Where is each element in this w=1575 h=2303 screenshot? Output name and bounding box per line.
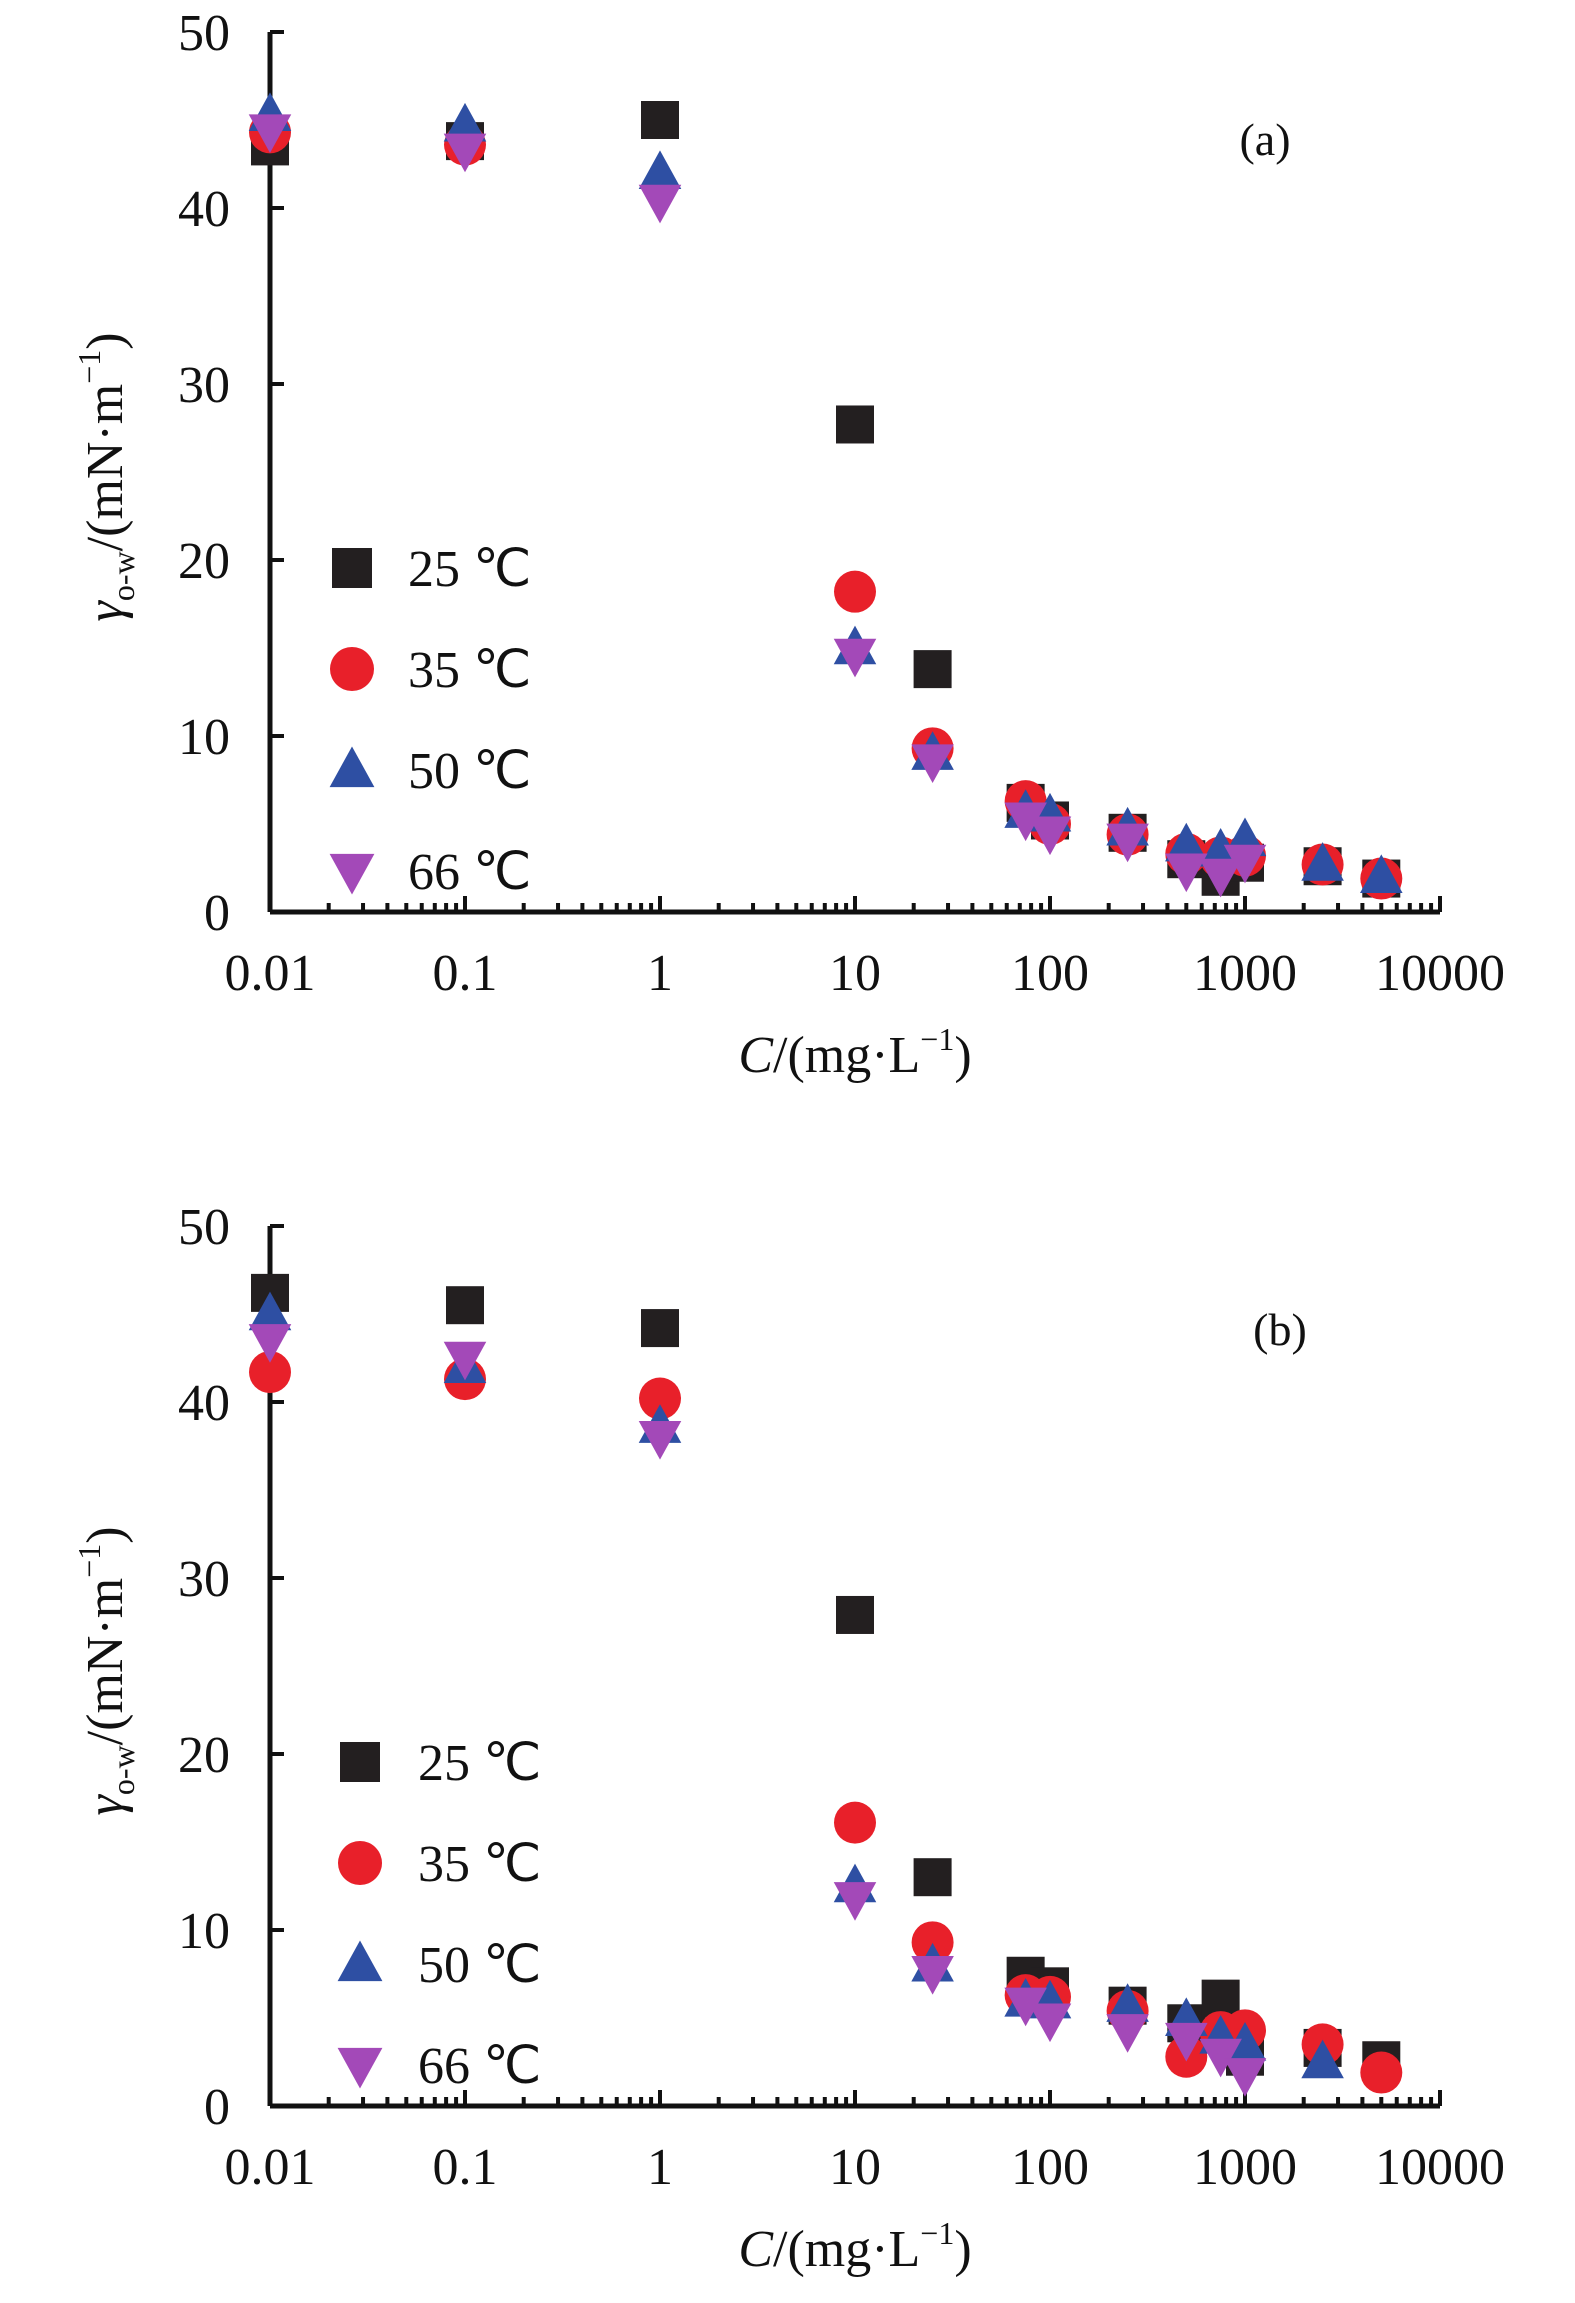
- data-point: [834, 570, 876, 613]
- legend-label: 50 ℃: [408, 743, 531, 800]
- data-point: [248, 114, 292, 153]
- data-point: [1106, 823, 1149, 863]
- panel-label: (b): [1253, 1304, 1307, 1355]
- y-axis-title: γo-w/(mN·m−1): [71, 332, 141, 621]
- y-tick-label: 50: [178, 5, 230, 62]
- legend-marker: [332, 548, 372, 588]
- legend-label: 35 ℃: [408, 642, 531, 699]
- data-point: [249, 1351, 291, 1394]
- panel-a: 0 10 20 30 40 50 0.01 0.1 1 10 100 1000 10000 C/(mg·L…: [71, 5, 1505, 1084]
- data-point: [1199, 858, 1242, 898]
- data-point: [1165, 2022, 1208, 2062]
- x-tick-label: 1: [647, 2139, 673, 2196]
- series-triangle-up: [248, 1291, 1344, 2079]
- data-point: [1028, 2003, 1072, 2043]
- data-point: [913, 1858, 952, 1897]
- legend-label: 66 ℃: [418, 2038, 541, 2095]
- data-point: [911, 1955, 954, 1995]
- legend: 25 ℃ 35 ℃ 50 ℃ 66 ℃: [337, 1735, 541, 2095]
- data-point: [641, 1309, 679, 1348]
- legend-label: 50 ℃: [418, 1937, 541, 1994]
- y-tick-label: 0: [204, 885, 230, 942]
- legend-label: 66 ℃: [408, 844, 531, 901]
- legend-marker: [337, 2047, 383, 2089]
- data-point: [836, 1595, 874, 1634]
- legend-marker: [340, 1742, 380, 1782]
- x-tick-label: 1: [647, 945, 673, 1002]
- data-point: [1360, 2051, 1403, 2094]
- x-tick-label: 10: [829, 945, 881, 1002]
- data-point: [1004, 1987, 1047, 2027]
- data-point: [1106, 2014, 1149, 2053]
- data-point: [1004, 802, 1047, 842]
- data-point: [1199, 2038, 1242, 2078]
- legend-label: 25 ℃: [408, 541, 531, 598]
- x-tick-label: 0.01: [225, 2139, 316, 2196]
- panel-label: (a): [1239, 114, 1290, 165]
- y-tick-label: 40: [178, 181, 230, 238]
- legend-marker: [337, 1940, 383, 1982]
- series-triangle-down: [248, 1324, 1267, 2097]
- y-tick-label: 10: [178, 1903, 230, 1960]
- panel-b: 0 10 20 30 40 50 0.01 0.1 1 10 100 1000 10000 C/(mg·L…: [71, 1199, 1505, 2278]
- y-tick-label: 0: [204, 2079, 230, 2136]
- data-point: [1165, 853, 1208, 893]
- data-point: [1223, 844, 1267, 884]
- legend-marker: [338, 1841, 382, 1885]
- x-tick-label: 1000: [1193, 945, 1297, 1002]
- data-point: [913, 650, 952, 689]
- x-tick-label: 0.01: [225, 945, 316, 1002]
- x-tick-label: 10000: [1375, 2139, 1505, 2196]
- legend-marker: [329, 853, 375, 895]
- series-triangle-down: [248, 114, 1267, 898]
- data-point: [911, 744, 954, 784]
- data-point: [833, 638, 877, 678]
- data-point: [833, 1882, 877, 1921]
- data-point: [1165, 822, 1208, 862]
- legend-marker: [330, 647, 374, 691]
- legend-marker: [329, 746, 375, 788]
- legend: 25 ℃ 35 ℃ 50 ℃ 66 ℃: [329, 541, 531, 901]
- data-point: [443, 102, 487, 142]
- y-tick-label: 40: [178, 1375, 230, 1432]
- data-point: [639, 1377, 681, 1420]
- x-tick-label: 0.1: [433, 945, 498, 1002]
- data-point: [248, 1324, 292, 1363]
- x-axis-title: C/(mg·L−1): [738, 2215, 971, 2278]
- y-axis-title: γo-w/(mN·m−1): [71, 1526, 141, 1815]
- data-point: [1223, 2058, 1267, 2097]
- x-tick-label: 10: [829, 2139, 881, 2196]
- y-tick-label: 50: [178, 1199, 230, 1256]
- data-point: [1360, 854, 1403, 894]
- data-point: [1301, 842, 1344, 881]
- data-point: [446, 1286, 484, 1325]
- data-point: [443, 1341, 487, 1381]
- data-point: [1106, 1983, 1149, 2022]
- data-point: [248, 1291, 292, 1331]
- data-point: [836, 405, 874, 444]
- x-axis-title: C/(mg·L−1): [738, 1021, 971, 1084]
- data-point: [1301, 2039, 1344, 2079]
- data-point: [638, 1420, 682, 1460]
- data-point: [443, 133, 487, 173]
- data-point: [1028, 816, 1072, 856]
- y-tick-label: 30: [178, 357, 230, 414]
- x-tick-label: 100: [1011, 2139, 1089, 2196]
- y-tick-label: 10: [178, 709, 230, 766]
- legend-label: 35 ℃: [418, 1836, 541, 1893]
- x-tick-label: 0.1: [433, 2139, 498, 2196]
- data-point: [911, 1921, 954, 1964]
- legend-label: 25 ℃: [418, 1735, 541, 1792]
- data-point: [638, 184, 682, 224]
- data-point: [638, 150, 682, 190]
- data-point: [834, 1801, 876, 1844]
- x-tick-label: 1000: [1193, 2139, 1297, 2196]
- y-tick-label: 20: [178, 533, 230, 590]
- data-point: [641, 101, 679, 139]
- y-tick-label: 20: [178, 1727, 230, 1784]
- y-tick-label: 30: [178, 1551, 230, 1608]
- x-tick-label: 100: [1011, 945, 1089, 1002]
- x-tick-label: 10000: [1375, 945, 1505, 1002]
